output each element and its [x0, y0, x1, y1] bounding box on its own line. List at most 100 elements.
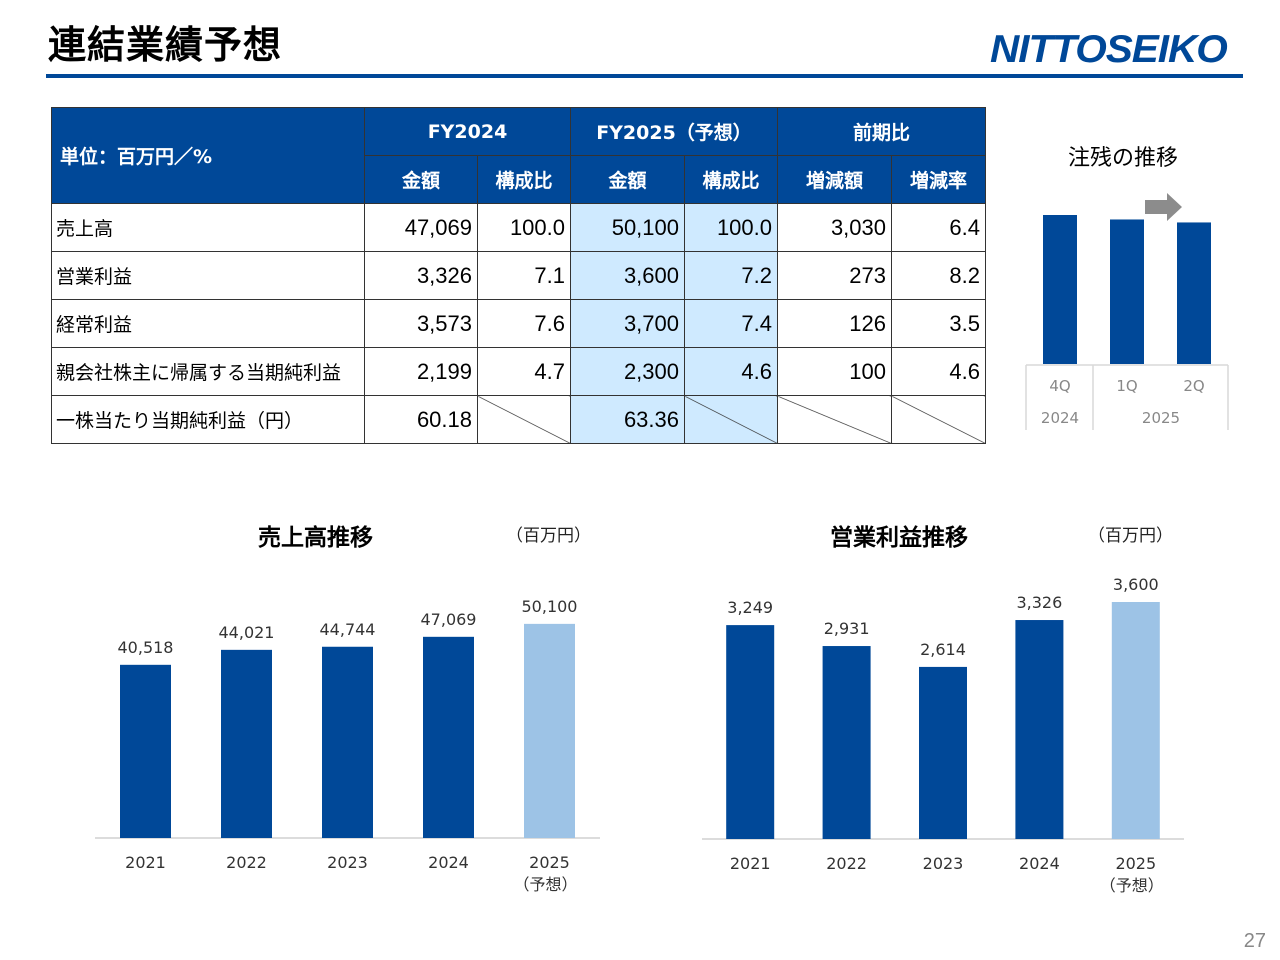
- page-title: 連結業績予想: [48, 23, 283, 67]
- subheader-ratio: 構成比: [684, 155, 778, 204]
- tick-label: 2021: [125, 853, 166, 872]
- empty-slash-cell: [891, 395, 986, 444]
- subheader-change-rate: 増減率: [891, 155, 986, 204]
- subheader-amount: 金額: [364, 155, 478, 204]
- bar: [1015, 620, 1064, 839]
- group-label: 2024: [1041, 409, 1079, 427]
- sales-chart: 40,518 2021 44,021 2022 44,744 2023 47,069 2024…: [95, 597, 600, 894]
- table-cell: 3,326: [364, 251, 478, 300]
- data-label: 40,518: [118, 638, 174, 657]
- forecast-table: 単位：百万円／% FY2024 FY2025（予想） 前期比 金額 構成比 金額…: [51, 107, 986, 444]
- empty-slash-cell: [477, 395, 571, 444]
- table-cell: 2,300: [570, 347, 685, 396]
- table-cell: 3,573: [364, 299, 478, 348]
- tick-label: 2022: [226, 853, 267, 872]
- table-row: 売上高 47,069 100.0 50,100 100.0 3,030 6.4: [51, 203, 986, 252]
- data-label: 2,614: [920, 640, 966, 659]
- table-row: 一株当たり当期純利益（円） 60.18 63.36: [51, 395, 986, 444]
- empty-slash-cell: [777, 395, 892, 444]
- group-header-yoy: 前期比: [777, 107, 986, 156]
- row-label: 経常利益: [51, 299, 365, 348]
- group-label: 2025: [1142, 409, 1180, 427]
- group-header-fy2024: FY2024: [364, 107, 571, 156]
- tick-label: 2022: [826, 854, 867, 873]
- data-label: 47,069: [421, 610, 477, 629]
- tick-label: 2025: [529, 853, 570, 872]
- op-profit-chart-title: 営業利益推移: [830, 525, 968, 551]
- tick-label: 2023: [327, 853, 368, 872]
- subheader-ratio: 構成比: [477, 155, 571, 204]
- data-label: 3,326: [1016, 593, 1062, 612]
- bar: [221, 649, 272, 838]
- row-label: 営業利益: [51, 251, 365, 300]
- tick-label: 2025: [1115, 854, 1156, 873]
- tick-label: 2023: [923, 854, 964, 873]
- table-cell: 47,069: [364, 203, 478, 252]
- table-cell: 2,199: [364, 347, 478, 396]
- row-label: 親会社株主に帰属する当期純利益: [51, 347, 365, 396]
- bar: [423, 636, 474, 838]
- table-cell: 4.6: [891, 347, 986, 396]
- tick-label: 2Q: [1183, 377, 1204, 395]
- table-cell: 3,700: [570, 299, 685, 348]
- table-cell: 3,030: [777, 203, 892, 252]
- backlog-chart-title: 注残の推移: [1067, 146, 1178, 171]
- backlog-chart: 4Q 1Q 2Q 2024 2025: [1025, 193, 1229, 430]
- table-cell: 3,600: [570, 251, 685, 300]
- bar: [822, 646, 871, 839]
- tick-label: 4Q: [1049, 377, 1070, 395]
- table-row: 親会社株主に帰属する当期純利益 2,199 4.7 2,300 4.6 100 …: [51, 347, 986, 396]
- subheader-change: 増減額: [777, 155, 892, 204]
- data-label: 44,744: [320, 620, 376, 639]
- table-cell: 4.7: [477, 347, 571, 396]
- table-cell: 126: [777, 299, 892, 348]
- bar: [120, 664, 171, 838]
- table-row: 経常利益 3,573 7.6 3,700 7.4 126 3.5: [51, 299, 986, 348]
- bar: [322, 646, 373, 838]
- table-cell: 3.5: [891, 299, 986, 348]
- data-label: 3,600: [1113, 575, 1159, 594]
- table-row: 営業利益 3,326 7.1 3,600 7.2 273 8.2: [51, 251, 986, 300]
- group-header-fy2025: FY2025（予想）: [570, 107, 778, 156]
- table-cell: 6.4: [891, 203, 986, 252]
- bar: [1177, 222, 1211, 364]
- table-cell: 100.0: [684, 203, 778, 252]
- table-cell: 50,100: [570, 203, 685, 252]
- table-cell: 63.36: [570, 395, 685, 444]
- table-cell: 7.2: [684, 251, 778, 300]
- bar: [524, 623, 575, 838]
- arrow-right-icon: [1145, 193, 1182, 221]
- table-cell: 7.6: [477, 299, 571, 348]
- tick-note: （予想）: [513, 875, 577, 894]
- data-label: 3,249: [727, 598, 773, 617]
- bar: [726, 625, 775, 839]
- tick-label: 2024: [1019, 854, 1060, 873]
- tick-note: （予想）: [1100, 876, 1164, 895]
- page-number: 27: [1243, 930, 1266, 952]
- table-cell: 100: [777, 347, 892, 396]
- op-profit-chart: 3,249 2021 2,931 2022 2,614 2023 3,326 2024 3,60…: [702, 575, 1184, 895]
- sales-chart-unit: （百万円）: [506, 526, 591, 546]
- table-cell: 100.0: [477, 203, 571, 252]
- table-cell: 273: [777, 251, 892, 300]
- table-cell: 7.4: [684, 299, 778, 348]
- tick-label: 1Q: [1116, 377, 1137, 395]
- row-label: 売上高: [51, 203, 365, 252]
- tick-label: 2024: [428, 853, 469, 872]
- empty-slash-cell: [684, 395, 778, 444]
- bar: [1111, 602, 1160, 839]
- table-cell: 60.18: [364, 395, 478, 444]
- data-label: 2,931: [824, 619, 870, 638]
- table-cell: 7.1: [477, 251, 571, 300]
- company-logo: NITTOSEIKO: [990, 28, 1228, 71]
- subheader-amount: 金額: [570, 155, 685, 204]
- tick-label: 2021: [730, 854, 771, 873]
- row-label: 一株当たり当期純利益（円）: [51, 395, 365, 444]
- bar: [1110, 219, 1144, 364]
- table-unit-header: 単位：百万円／%: [51, 107, 365, 204]
- title-underline: [46, 74, 1243, 78]
- sales-chart-title: 売上高推移: [258, 525, 373, 551]
- op-profit-chart-unit: （百万円）: [1088, 526, 1173, 546]
- table-cell: 4.6: [684, 347, 778, 396]
- data-label: 44,021: [219, 623, 275, 642]
